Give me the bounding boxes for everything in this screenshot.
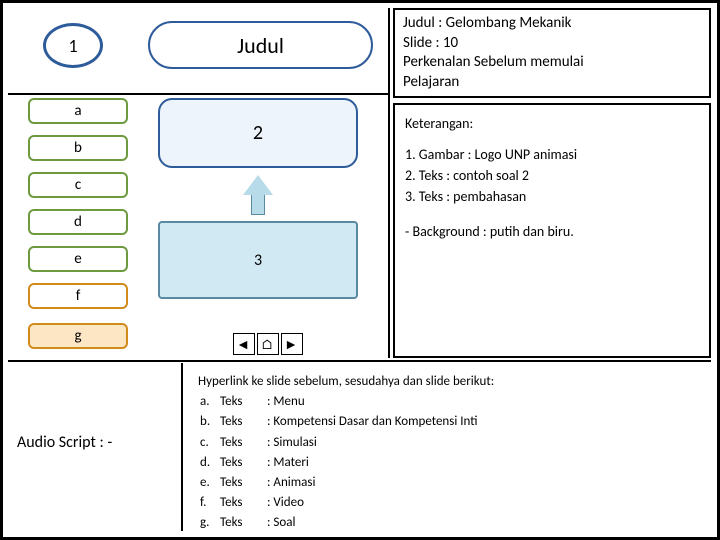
- content-box-3: 3: [158, 221, 358, 299]
- hyperlink-list: Hyperlink ke slide sebelum, sesudahya da…: [198, 373, 698, 535]
- meta-line: Pelajaran: [403, 73, 701, 93]
- hyperlink-table: a.Teks: Menu b.Teks: Kompetensi Dasar da…: [198, 391, 480, 534]
- menu-item-g[interactable]: g: [28, 323, 128, 349]
- arrow-up-icon: [243, 175, 273, 215]
- meta-line: Judul : Gelombang Mekanik: [403, 14, 701, 34]
- keterangan-item: 3. Teks : pembahasan: [405, 186, 699, 207]
- nav-icons: ◄ ⌂ ►: [233, 333, 303, 355]
- slide-meta: Judul : Gelombang Mekanik Slide : 10 Per…: [393, 8, 711, 98]
- meta-line: Perkenalan Sebelum memulai: [403, 53, 701, 73]
- table-row: e.Teks: Animasi: [200, 474, 478, 492]
- title-pill: Judul: [148, 21, 373, 69]
- background-note: - Background : putih dan biru.: [405, 221, 699, 242]
- meta-line: Slide : 10: [403, 34, 701, 54]
- menu-item-e[interactable]: e: [28, 246, 128, 272]
- divider: [8, 93, 388, 95]
- home-icon[interactable]: ⌂: [257, 333, 279, 355]
- menu-item-a[interactable]: a: [28, 98, 128, 124]
- table-row: b.Teks: Kompetensi Dasar dan Kompetensi …: [200, 413, 478, 431]
- table-row: g.Teks: Soal: [200, 514, 478, 532]
- audio-script: Audio Script : -: [17, 433, 172, 452]
- keterangan-heading: Keterangan:: [405, 113, 699, 134]
- hyperlink-title: Hyperlink ke slide sebelum, sesudahya da…: [198, 373, 698, 391]
- content-box-2: 2: [158, 98, 358, 168]
- table-row: c.Teks: Simulasi: [200, 434, 478, 452]
- table-row: f.Teks: Video: [200, 494, 478, 512]
- divider: [388, 8, 390, 358]
- keterangan-item: 1. Gambar : Logo UNP animasi: [405, 144, 699, 165]
- keterangan-item: 2. Teks : contoh soal 2: [405, 165, 699, 186]
- divider: [8, 360, 711, 362]
- menu-item-b[interactable]: b: [28, 135, 128, 161]
- menu-item-d[interactable]: d: [28, 209, 128, 235]
- slide-layout: 1 Judul a b c d e f g 2 3 ◄ ⌂ ► Judul : …: [0, 0, 720, 540]
- prev-icon[interactable]: ◄: [233, 333, 255, 355]
- logo-placeholder: 1: [43, 23, 103, 68]
- next-icon[interactable]: ►: [281, 333, 303, 355]
- menu-item-c[interactable]: c: [28, 172, 128, 198]
- keterangan-panel: Keterangan: 1. Gambar : Logo UNP animasi…: [393, 103, 711, 358]
- table-row: d.Teks: Materi: [200, 454, 478, 472]
- menu-item-f[interactable]: f: [28, 283, 128, 309]
- table-row: a.Teks: Menu: [200, 393, 478, 411]
- divider: [181, 363, 183, 531]
